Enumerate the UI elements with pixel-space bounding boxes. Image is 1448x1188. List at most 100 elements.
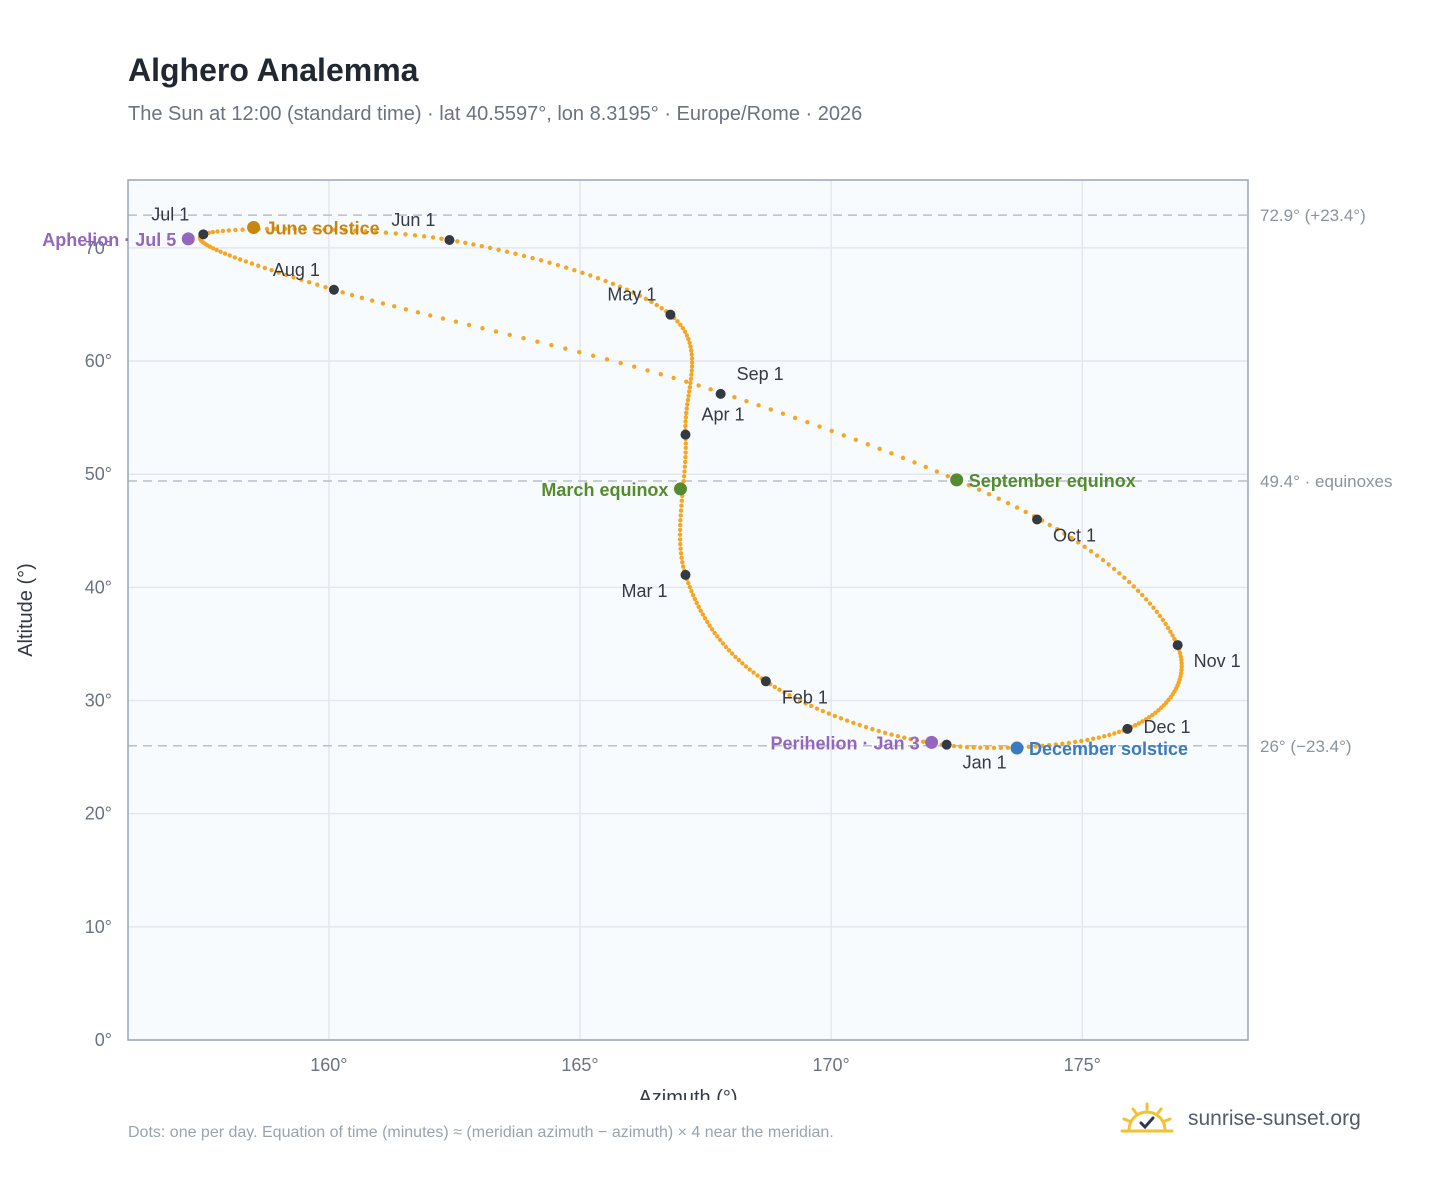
daily-dot — [687, 384, 693, 390]
daily-dot — [688, 376, 694, 382]
plot-frame — [127, 179, 1249, 1041]
daily-dot — [687, 389, 692, 394]
daily-dot — [1046, 743, 1052, 748]
daily-dot — [1100, 557, 1106, 563]
daily-dot — [530, 255, 535, 261]
daily-dot — [678, 518, 683, 523]
month-label: Mar 1 — [621, 581, 667, 601]
daily-dot — [684, 406, 689, 411]
daily-dot — [684, 333, 690, 338]
daily-dot — [315, 282, 320, 287]
event-marker — [950, 473, 964, 487]
daily-dot — [1117, 571, 1122, 576]
daily-dot — [393, 231, 398, 236]
event-marker — [1010, 741, 1024, 755]
daily-dot — [976, 487, 982, 492]
event-label: March equinox — [541, 480, 668, 500]
daily-dot — [755, 673, 760, 678]
daily-dot — [680, 564, 686, 569]
daily-dot — [923, 464, 928, 470]
brand-logo[interactable]: sunrise-sunset.org — [1120, 1102, 1361, 1136]
month-marker — [715, 388, 726, 399]
y-tick-label: 70° — [85, 238, 112, 258]
daily-dot — [1179, 657, 1184, 663]
daily-dot — [809, 703, 814, 709]
brand-text: sunrise-sunset.org — [1188, 1107, 1361, 1130]
daily-dot — [682, 469, 687, 474]
daily-dot — [689, 588, 694, 594]
month-marker — [198, 229, 209, 240]
daily-dot — [797, 698, 803, 703]
daily-dot — [369, 298, 375, 303]
event-label: Perihelion · Jan 3 — [771, 733, 920, 753]
daily-dot — [696, 604, 701, 610]
month-label: Feb 1 — [782, 687, 828, 707]
daily-dot — [986, 492, 992, 497]
daily-dot — [733, 654, 738, 660]
daily-dot — [588, 273, 593, 278]
daily-dot — [709, 627, 715, 632]
daily-dot — [455, 239, 460, 244]
daily-dot — [690, 592, 696, 598]
x-tick-label: 170° — [813, 1055, 850, 1075]
event-marker — [673, 482, 687, 496]
daily-dot — [645, 368, 650, 373]
daily-dot — [677, 527, 683, 533]
daily-dot — [685, 397, 691, 403]
daily-dot — [273, 226, 279, 232]
daily-dot — [643, 296, 648, 301]
month-label: Oct 1 — [1053, 525, 1096, 545]
daily-dot — [507, 332, 512, 338]
daily-dot — [1033, 744, 1038, 749]
daily-dot — [302, 226, 307, 232]
daily-dot — [1116, 729, 1122, 735]
daily-dot — [1085, 737, 1090, 743]
daily-dot — [681, 478, 686, 484]
daily-dot — [1168, 629, 1173, 634]
daily-dot — [934, 469, 940, 474]
daily-dot — [817, 424, 822, 429]
month-marker — [328, 284, 339, 295]
daily-dot — [996, 496, 1001, 501]
daily-dot — [966, 482, 972, 488]
daily-dot — [479, 243, 484, 249]
footnote: Dots: one per day. Equation of time (min… — [128, 1124, 834, 1141]
daily-dot — [679, 503, 684, 508]
daily-dot — [1122, 575, 1127, 580]
daily-dot — [1157, 613, 1163, 619]
y-tick-label: 20° — [85, 804, 112, 824]
reference-line-label: 26° (−23.4°) — [1260, 737, 1352, 756]
daily-dot — [233, 227, 238, 233]
reference-line-label: 72.9° (+23.4°) — [1260, 206, 1366, 225]
daily-dot — [678, 513, 683, 518]
daily-dot — [1132, 723, 1138, 728]
month-label: Apr 1 — [701, 405, 744, 425]
daily-dot — [851, 720, 856, 726]
daily-dot — [865, 442, 871, 447]
daily-dot — [1163, 621, 1168, 627]
month-label: Nov 1 — [1194, 651, 1241, 671]
daily-dot — [504, 249, 510, 254]
daily-dot — [945, 473, 950, 479]
daily-dot — [610, 281, 616, 287]
daily-dot — [547, 260, 552, 265]
daily-dot — [232, 255, 237, 260]
daily-dot — [1014, 505, 1020, 510]
daily-dot — [572, 267, 577, 273]
daily-dot — [889, 451, 894, 456]
daily-dot — [689, 356, 695, 361]
daily-dot — [682, 464, 688, 469]
daily-dot — [679, 555, 684, 560]
daily-dot — [471, 242, 476, 247]
daily-dot — [412, 233, 418, 238]
daily-dot — [359, 295, 365, 300]
daily-dot — [694, 600, 699, 606]
daily-dot — [792, 695, 797, 701]
daily-dot — [291, 275, 296, 280]
daily-dot — [1135, 588, 1141, 593]
daily-dot — [415, 310, 421, 315]
daily-dot — [222, 251, 228, 256]
daily-dot — [787, 693, 792, 698]
chart-title: Alghero Analemma — [128, 52, 419, 88]
daily-dot — [964, 744, 970, 750]
